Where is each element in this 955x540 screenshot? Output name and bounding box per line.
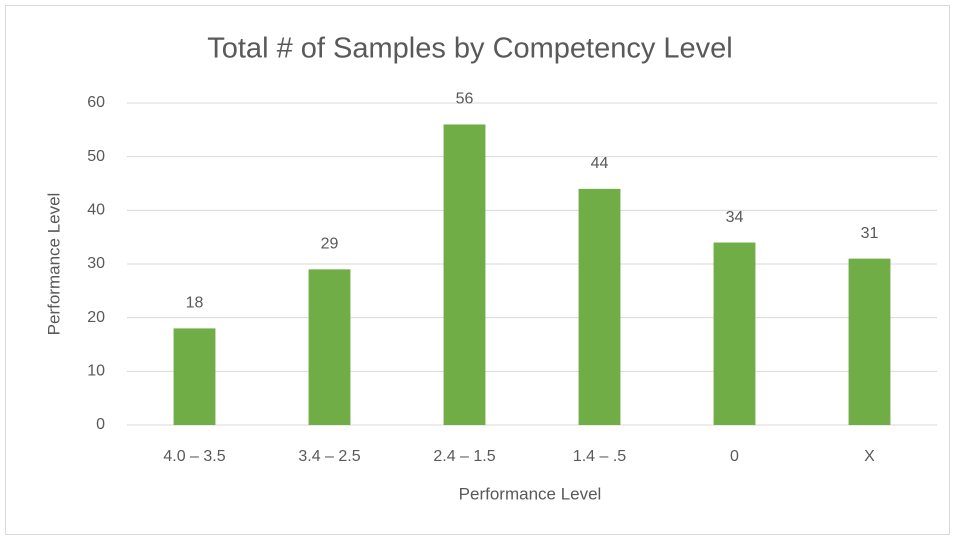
x-tick-label: 4.0 – 3.5 xyxy=(163,448,225,465)
y-axis-label: Performance Level xyxy=(44,193,63,336)
y-tick-label: 40 xyxy=(87,202,105,219)
data-label: 31 xyxy=(861,225,879,242)
x-tick-label: 1.4 – .5 xyxy=(573,448,626,465)
bar xyxy=(308,269,351,425)
data-label: 56 xyxy=(456,91,474,108)
x-tick-label: 2.4 – 1.5 xyxy=(433,448,495,465)
y-tick-label: 20 xyxy=(87,309,105,326)
bar xyxy=(578,188,621,425)
y-tick-label: 60 xyxy=(87,94,105,111)
y-tick-label: 10 xyxy=(87,363,105,380)
chart-title: Total # of Samples by Competency Level xyxy=(207,33,733,65)
data-label: 29 xyxy=(321,236,339,253)
data-label: 44 xyxy=(591,155,609,172)
x-tick-label: X xyxy=(864,448,875,465)
x-axis-label: Performance Level xyxy=(459,484,602,503)
x-tick-label: 0 xyxy=(730,448,739,465)
bar xyxy=(848,258,891,425)
y-tick-label: 30 xyxy=(87,255,105,272)
data-label: 18 xyxy=(186,295,204,312)
data-label: 34 xyxy=(726,209,744,226)
x-tick-label: 3.4 – 2.5 xyxy=(298,448,360,465)
bar xyxy=(173,328,216,425)
y-tick-label: 50 xyxy=(87,148,105,165)
bar xyxy=(713,242,756,425)
bar xyxy=(443,124,486,425)
y-tick-label: 0 xyxy=(96,416,105,433)
